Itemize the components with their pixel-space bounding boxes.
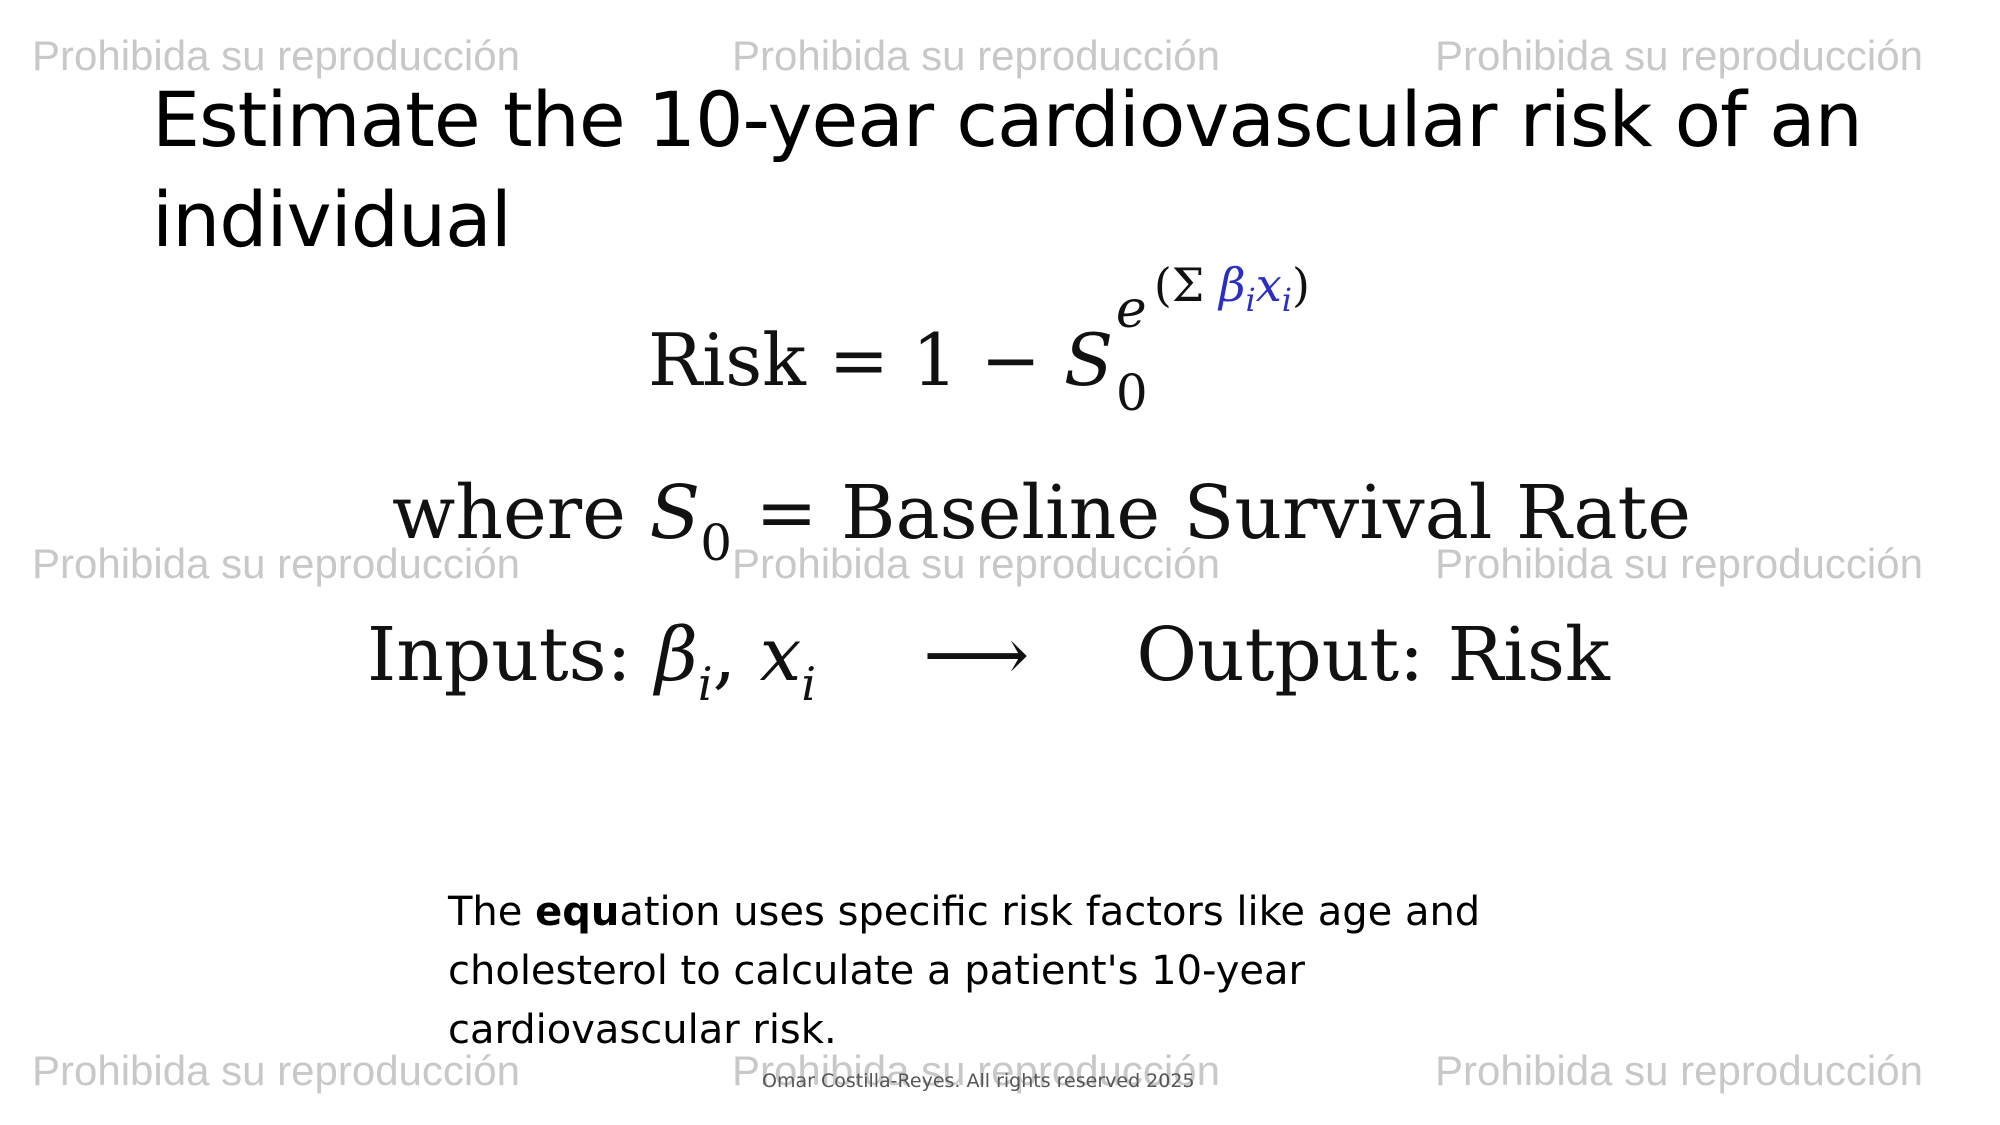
- beta-symbol: β: [655, 612, 698, 698]
- inputs-label: Inputs:: [367, 612, 632, 698]
- equals-sign: =: [828, 318, 890, 402]
- equals-sign: =: [755, 470, 818, 556]
- output-label: Output:: [1136, 612, 1425, 698]
- arrow-icon: ⟶: [923, 612, 1030, 698]
- one: 1: [911, 318, 958, 402]
- exponent-e: e: [1115, 280, 1147, 340]
- s-symbol: S: [1063, 318, 1114, 402]
- risk-equation: Risk = 1 − S 0 e (Σ βixi): [648, 258, 1310, 422]
- risk-lhs: Risk: [648, 318, 806, 402]
- exponent-sum: (Σ βixi): [1153, 258, 1310, 319]
- baseline-survival-term: S 0 e (Σ βixi): [1063, 258, 1310, 422]
- s-subscript: 0: [700, 514, 733, 572]
- x-subscript: i: [801, 657, 817, 711]
- caption-text: The equation uses specific risk factors …: [448, 889, 1481, 1053]
- output-value: Risk: [1447, 612, 1610, 698]
- where-word: where: [392, 470, 626, 556]
- s-subscript: 0: [1115, 364, 1148, 422]
- baseline-definition: Baseline Survival Rate: [841, 470, 1692, 556]
- slide-title: Estimate the 10-year cardiovascular risk…: [152, 75, 1863, 264]
- comma: ,: [712, 612, 737, 698]
- minus-sign: −: [980, 318, 1041, 402]
- copyright-footer: Omar Costilla-Reyes. All rights reserved…: [762, 1070, 1195, 1092]
- watermark-bottom-left: Prohibida su reproducción: [32, 1047, 520, 1094]
- s-symbol: S: [649, 470, 701, 556]
- x-symbol: x: [759, 612, 802, 698]
- caption-bold: equ: [535, 889, 620, 935]
- where-equation: where S0 = Baseline Survival Rate: [392, 470, 1692, 572]
- beta-subscript: i: [697, 657, 713, 711]
- io-equation: Inputs: βi, xi ⟶ Output: Risk: [367, 612, 1610, 711]
